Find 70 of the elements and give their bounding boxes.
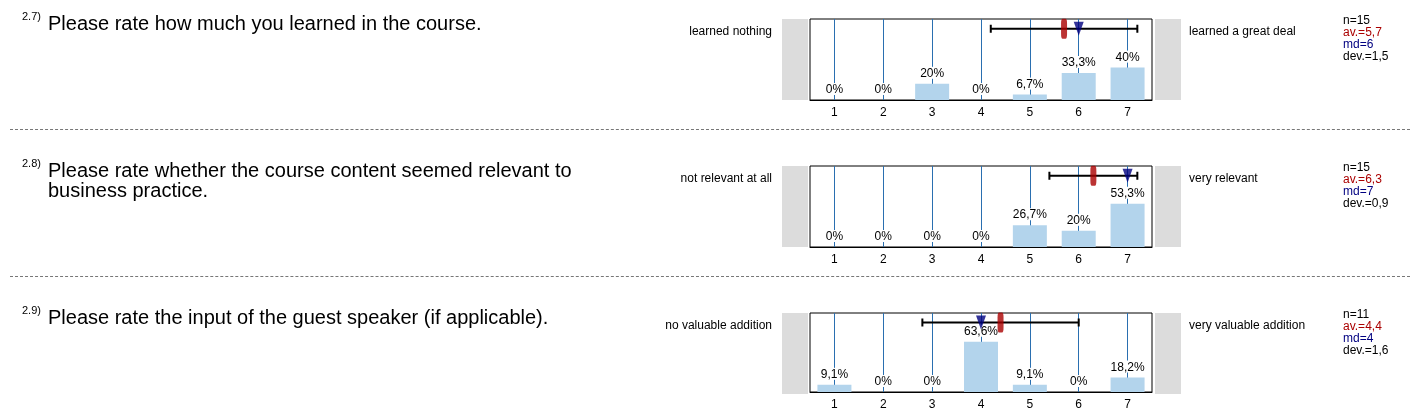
data-label: 63,6% [963, 323, 999, 338]
data-label: 0% [923, 374, 942, 388]
text: av.=4,4 [1343, 319, 1383, 333]
x-tick-label: 3 [928, 397, 936, 410]
x-tick-label: 4 [977, 252, 985, 266]
data-label: 40% [1115, 49, 1140, 64]
text: md=6 [1343, 37, 1374, 51]
x-tick-label: 7 [1124, 105, 1132, 119]
x-tick-label: 6 [1075, 397, 1083, 410]
data-label: 0% [874, 82, 893, 96]
x-tick-label: 6 [1075, 105, 1083, 119]
text: av.=5,7 [1343, 25, 1383, 39]
bar [915, 83, 950, 100]
data-label: 9,1% [820, 366, 849, 381]
text: dev.=0,9 [1343, 196, 1389, 210]
bar [1012, 94, 1047, 100]
x-tick-label: 1 [831, 105, 839, 119]
text: 2.7) [22, 10, 41, 22]
x-tick-label: 6 [1075, 252, 1083, 266]
x-tick-label: 3 [928, 105, 936, 119]
x-tick-label: 2 [879, 397, 887, 410]
data-label: 0% [874, 374, 893, 388]
text: md=7 [1343, 184, 1374, 198]
text: no valuable addition [665, 318, 772, 332]
data-label: 6,7% [1016, 76, 1044, 91]
data-label: 0% [874, 229, 893, 243]
bar [1110, 67, 1145, 100]
x-tick-label: 1 [831, 397, 839, 410]
data-label: 26,7% [1012, 207, 1048, 222]
x-tick-label: 2 [879, 252, 887, 266]
text: not relevant at all [680, 171, 772, 185]
text: very valuable addition [1189, 318, 1306, 332]
text: very relevant [1189, 171, 1258, 185]
data-label: 0% [972, 82, 990, 96]
x-tick-label: 4 [977, 397, 985, 410]
data-label: 20% [920, 65, 945, 80]
data-label: 0% [825, 229, 844, 243]
text: md=4 [1343, 331, 1374, 345]
x-tick-label: 7 [1124, 252, 1132, 266]
text: learned nothing [689, 24, 772, 38]
x-tick-label: 5 [1026, 397, 1034, 410]
x-tick-label: 1 [831, 252, 839, 266]
x-tick-label: 4 [977, 105, 985, 119]
x-tick-label: 2 [879, 105, 887, 119]
text: n=15 [1343, 160, 1372, 174]
text: 2.8) [22, 157, 41, 169]
x-tick-label: 5 [1026, 252, 1034, 266]
data-label: 53,3% [1110, 185, 1145, 200]
text: dev.=1,5 [1343, 49, 1389, 63]
x-tick-label: 7 [1124, 397, 1132, 410]
data-label: 33,3% [1061, 55, 1097, 70]
data-label: 9,1% [1016, 366, 1044, 381]
text: learned a great deal [1189, 24, 1296, 38]
text: dev.=1,6 [1343, 343, 1389, 357]
x-tick-label: 3 [928, 252, 936, 266]
data-label: 20% [1066, 212, 1092, 227]
data-label: 0% [972, 229, 990, 243]
data-label: 0% [923, 229, 942, 243]
x-tick-label: 5 [1026, 105, 1034, 119]
data-label: 0% [1070, 374, 1088, 388]
text: Please rate whether the course content seemed relevant to business practice. [48, 159, 573, 201]
data-label: 18,2% [1110, 359, 1145, 374]
text: Please rate how much you learned in the course. [48, 12, 483, 34]
text: Please rate the input of the guest speaker (if applicable). [48, 306, 550, 328]
bar [1061, 73, 1096, 100]
text: av.=6,3 [1343, 172, 1383, 186]
data-label: 0% [825, 82, 844, 96]
text: n=15 [1343, 13, 1372, 27]
text: n=11 [1343, 307, 1371, 321]
text: 2.9) [22, 304, 41, 316]
